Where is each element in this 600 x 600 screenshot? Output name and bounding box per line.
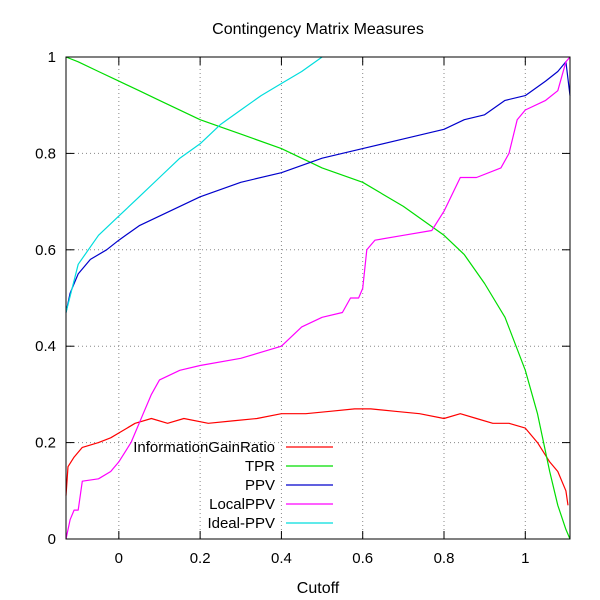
legend-label-ppv: PPV <box>245 477 275 494</box>
legend-label-localppv: LocalPPV <box>209 496 275 513</box>
legend: InformationGainRatio TPR PPV LocalPPV Ideal-… <box>133 439 333 532</box>
series-line-localppv <box>65 56 571 540</box>
series-line-informationgainratio <box>65 408 569 506</box>
y-tick-label: 0.8 <box>35 145 56 162</box>
y-tick-label: 0 <box>48 531 56 548</box>
legend-label-tpr: TPR <box>245 458 275 475</box>
series-line-ppv <box>65 61 571 313</box>
y-tick-label: 0.4 <box>35 338 56 355</box>
series-line-tpr <box>65 56 571 540</box>
plot-frame <box>65 56 571 540</box>
y-axis: 0 0.2 0.4 0.6 0.8 1 <box>35 49 570 548</box>
y-tick-label: 0.6 <box>35 242 56 259</box>
x-tick-label: 0 <box>115 550 123 567</box>
grid <box>66 57 570 539</box>
legend-label-ideal-ppv: Ideal-PPV <box>207 515 275 532</box>
chart-title: Contingency Matrix Measures <box>212 21 424 38</box>
x-tick-label: 0.6 <box>352 550 373 567</box>
y-tick-label: 1 <box>48 49 56 66</box>
series-group <box>65 56 571 540</box>
x-tick-label: 0.2 <box>190 550 211 567</box>
y-tick-label: 0.2 <box>35 435 56 452</box>
x-tick-label: 1 <box>521 550 529 567</box>
x-axis: 0 0.2 0.4 0.6 0.8 1 <box>115 57 529 567</box>
series-line-ideal-ppv <box>65 56 323 313</box>
x-tick-label: 0.4 <box>271 550 292 567</box>
x-tick-label: 0.8 <box>434 550 455 567</box>
legend-label-informationgainratio: InformationGainRatio <box>133 439 275 456</box>
x-axis-label: Cutoff <box>297 580 340 597</box>
